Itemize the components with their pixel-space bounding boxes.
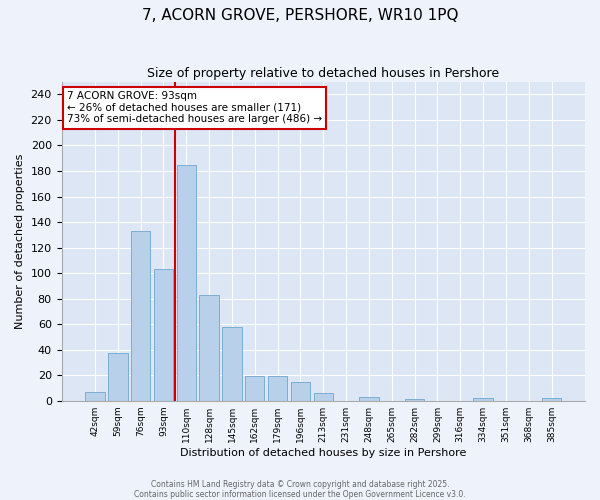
Text: 7, ACORN GROVE, PERSHORE, WR10 1PQ: 7, ACORN GROVE, PERSHORE, WR10 1PQ — [142, 8, 458, 22]
Bar — [176, 164, 196, 400]
Bar — [222, 326, 242, 400]
Bar — [131, 231, 151, 400]
Bar — [473, 398, 493, 400]
Bar — [245, 376, 265, 400]
Text: Contains HM Land Registry data © Crown copyright and database right 2025.
Contai: Contains HM Land Registry data © Crown c… — [134, 480, 466, 499]
Bar — [359, 397, 379, 400]
Bar — [154, 270, 173, 400]
Bar — [542, 398, 561, 400]
Bar — [85, 392, 105, 400]
Bar — [199, 295, 219, 401]
Y-axis label: Number of detached properties: Number of detached properties — [15, 154, 25, 329]
Bar — [268, 376, 287, 400]
Bar — [291, 382, 310, 400]
Text: 7 ACORN GROVE: 93sqm
← 26% of detached houses are smaller (171)
73% of semi-deta: 7 ACORN GROVE: 93sqm ← 26% of detached h… — [67, 91, 322, 124]
Bar — [108, 354, 128, 401]
X-axis label: Distribution of detached houses by size in Pershore: Distribution of detached houses by size … — [180, 448, 466, 458]
Title: Size of property relative to detached houses in Pershore: Size of property relative to detached ho… — [147, 68, 499, 80]
Bar — [314, 393, 333, 400]
